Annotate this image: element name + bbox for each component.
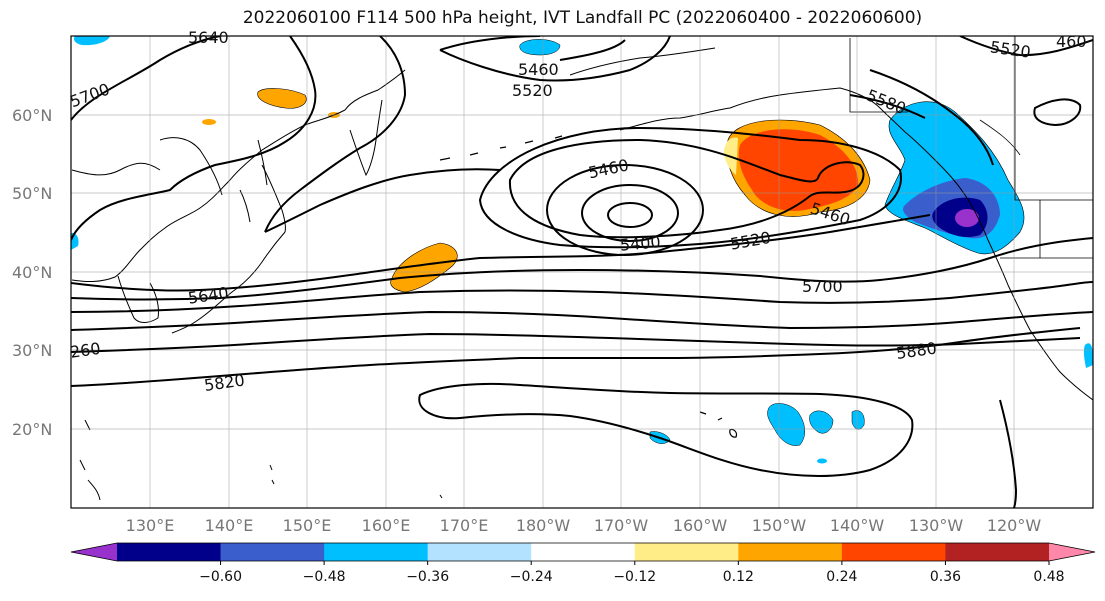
contour-label: 5400 [619, 232, 661, 254]
lon-label: 130°E [126, 516, 175, 535]
contour-label: 5700 [802, 277, 843, 296]
lat-label: 40°N [12, 263, 52, 282]
lat-label: 60°N [12, 106, 52, 125]
lat-labels: 60°N 50°N 40°N 30°N 20°N [12, 106, 52, 439]
colorbar-segment [427, 543, 532, 561]
lon-label: 140°W [830, 516, 885, 535]
colorbar-segment [841, 543, 946, 561]
colorbar-tick-label: −0.60 [199, 569, 242, 585]
colorbar-tick-label: 0.36 [930, 569, 961, 585]
colorbar-segment [220, 543, 325, 561]
lon-label: 120°W [987, 516, 1042, 535]
colorbar-segment [324, 543, 429, 561]
lon-label: 170°E [440, 516, 489, 535]
map-title: 2022060100 F114 500 hPa height, IVT Land… [242, 8, 923, 28]
gridlines [71, 36, 1093, 508]
colorbar-tick-label: 0.48 [1033, 569, 1064, 585]
lon-label: 160°W [673, 516, 728, 535]
colorbar-tick-label: 0.12 [723, 569, 754, 585]
colorbar-ticks: −0.60 −0.48 −0.36 −0.24 −0.12 0.12 0.24 0.36 0.4… [199, 561, 1065, 585]
lon-label: 150°E [283, 516, 332, 535]
contour-label: 460 [1056, 32, 1087, 51]
contour-label: 260 [69, 339, 102, 362]
colorbar-tick-label: −0.48 [303, 569, 346, 585]
map-frame [70, 35, 1094, 509]
colorbar [70, 542, 1096, 562]
colorbar-extend-low [71, 543, 117, 561]
colorbar-segment [738, 543, 843, 561]
colorbar-extend-high [1049, 543, 1095, 561]
colorbar-tick-label: −0.36 [406, 569, 449, 585]
lon-label: 180°W [516, 516, 571, 535]
colorbar-tick-label: 0.24 [826, 569, 857, 585]
contour-label: 5460 [518, 60, 559, 79]
colorbar-segment [634, 543, 739, 561]
lat-label: 20°N [12, 420, 52, 439]
contour-label: 5520 [512, 81, 553, 100]
colorbar-segment [945, 543, 1050, 561]
lon-label: 150°W [752, 516, 807, 535]
lon-label: 140°E [205, 516, 254, 535]
lat-label: 50°N [12, 184, 52, 203]
contour-label: 5640 [188, 28, 229, 47]
colorbar-tick-label: −0.24 [510, 569, 553, 585]
lon-label: 130°W [909, 516, 964, 535]
colorbar-segment [531, 543, 636, 561]
lon-label: 160°E [362, 516, 411, 535]
lon-labels: 130°E 140°E 150°E 160°E 170°E 180°W 170°… [126, 516, 1042, 535]
lon-label: 170°W [594, 516, 649, 535]
lat-label: 30°N [12, 341, 52, 360]
colorbar-segment [117, 543, 222, 561]
height-contours [71, 36, 1093, 508]
colorbar-tick-label: −0.12 [613, 569, 656, 585]
